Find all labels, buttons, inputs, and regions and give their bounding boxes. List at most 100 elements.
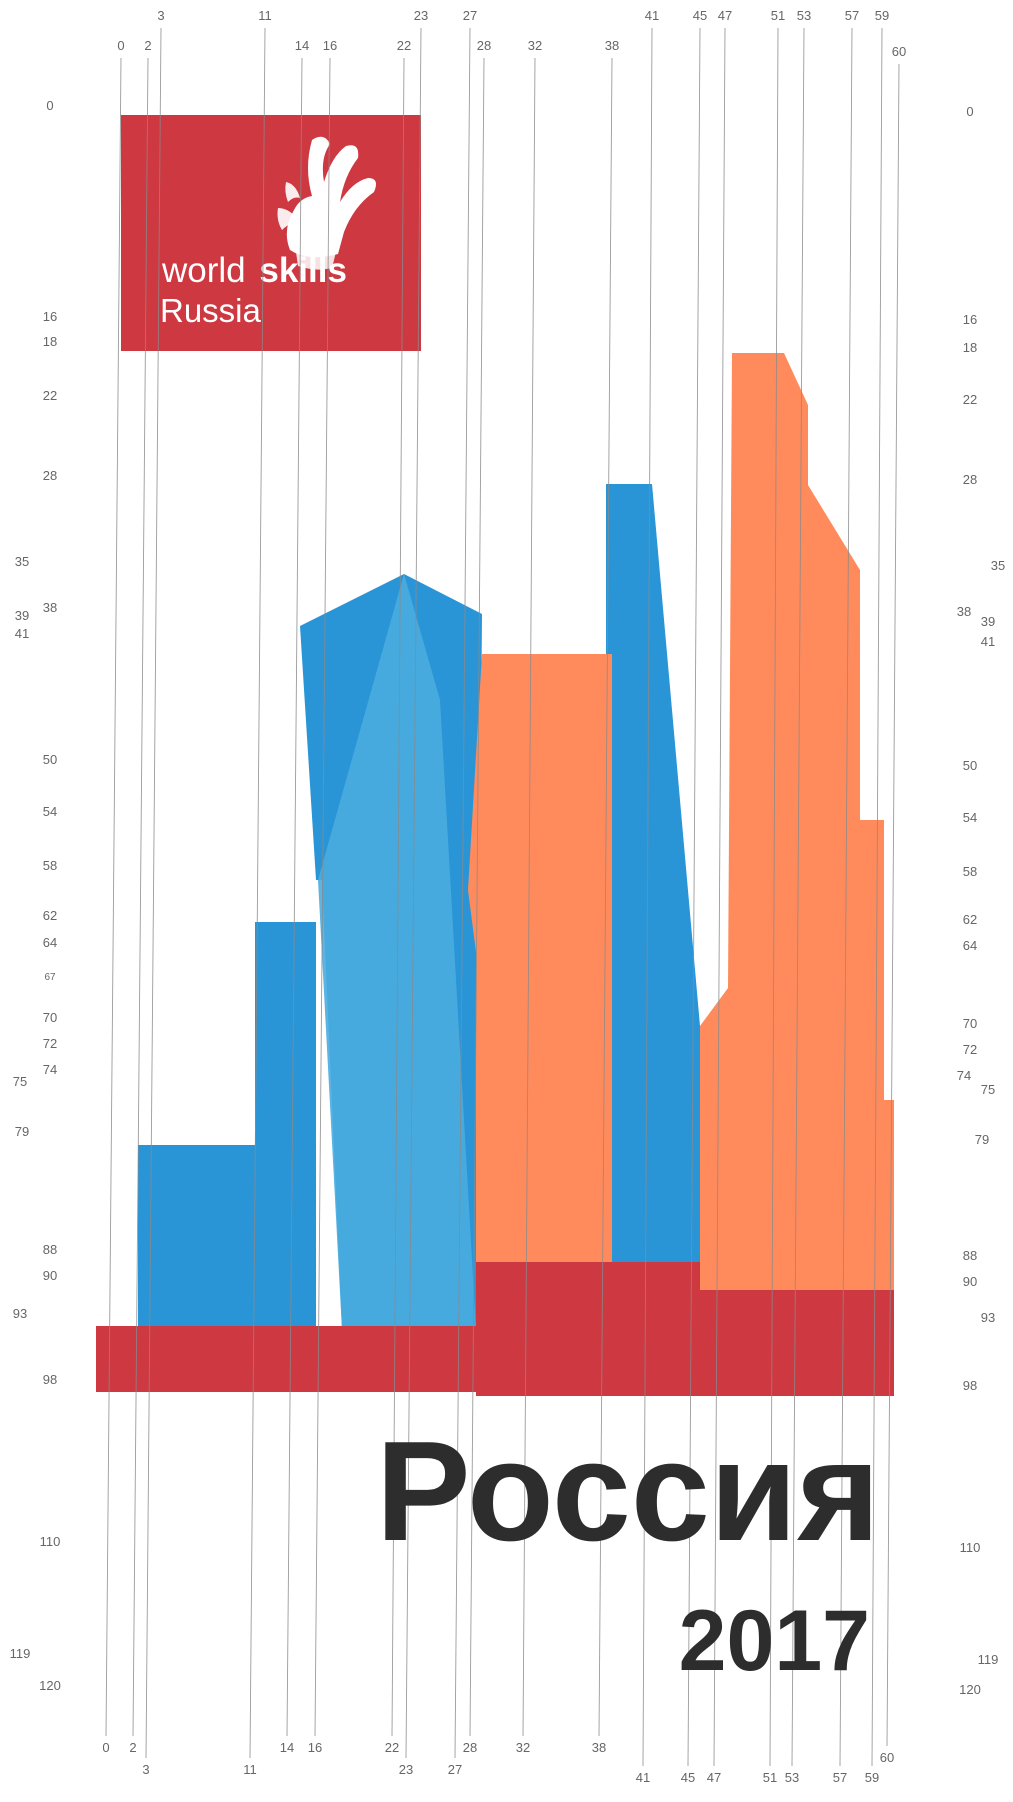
orange-tower-mid — [468, 654, 612, 1265]
left-grid-label: 16 — [43, 309, 57, 324]
guide-line — [713, 27, 726, 1767]
bottom-grid-label: 59 — [865, 1770, 879, 1785]
left-grid-label: 70 — [43, 1010, 57, 1025]
orange-slice-right — [860, 820, 894, 1290]
left-grid-label: 58 — [43, 858, 57, 873]
guide-line — [391, 57, 405, 1737]
bottom-grid-label: 57 — [833, 1770, 847, 1785]
title-year: 2017 — [679, 1593, 870, 1689]
right-grid-label: 16 — [963, 312, 977, 327]
bottom-grid-label: 0 — [102, 1740, 109, 1755]
right-grid-label: 98 — [963, 1378, 977, 1393]
bottom-grid-label: 2 — [129, 1740, 136, 1755]
bottom-grid-label: 51 — [763, 1770, 777, 1785]
top-grid-label: 57 — [845, 8, 859, 23]
worldskills-logo: world skills Russia — [121, 115, 421, 351]
right-grid-label: 70 — [963, 1016, 977, 1031]
guide-line — [145, 27, 162, 1759]
red-base-left — [96, 1326, 476, 1392]
right-grid-label: 38 — [957, 604, 971, 619]
bottom-grid-label: 28 — [463, 1740, 477, 1755]
left-grid-label: 88 — [43, 1242, 57, 1257]
right-grid-label: 119 — [978, 1652, 999, 1667]
right-grid-label: 110 — [960, 1540, 981, 1555]
guide-line — [405, 27, 422, 1759]
right-grid-label: 58 — [963, 864, 977, 879]
blue-tower-facet — [318, 574, 476, 1330]
right-grid-label: 74 — [957, 1068, 971, 1083]
left-grid-label: 120 — [39, 1678, 61, 1693]
bottom-grid-label: 53 — [785, 1770, 799, 1785]
right-grid-label: 18 — [963, 340, 977, 355]
right-grid-label: 28 — [963, 472, 977, 487]
guide-line — [469, 57, 485, 1737]
top-grid-label: 41 — [645, 8, 659, 23]
top-grid-label: 14 — [295, 38, 309, 53]
guide-line — [769, 27, 779, 1767]
guide-line — [132, 57, 149, 1737]
guide-line — [249, 27, 266, 1759]
left-grid-label: 93 — [13, 1306, 27, 1321]
bottom-grid-label: 41 — [636, 1770, 650, 1785]
left-grid-label: 90 — [43, 1268, 57, 1283]
right-grid-label: 79 — [975, 1132, 989, 1147]
guide-line — [454, 27, 471, 1759]
bottom-grid-label: 32 — [516, 1740, 530, 1755]
worldskills-hand-icon — [277, 136, 376, 270]
top-grid-label: 27 — [463, 8, 477, 23]
left-grid-label: 64 — [43, 935, 57, 950]
right-grid-label: 72 — [963, 1042, 977, 1057]
top-grid-label: 28 — [477, 38, 491, 53]
guide-line — [839, 27, 853, 1767]
logo-word-russia: Russia — [160, 292, 262, 329]
bottom-grid-label: 45 — [681, 1770, 695, 1785]
top-grid-label: 53 — [797, 8, 811, 23]
top-grid-label: 32 — [528, 38, 542, 53]
left-grid-label: 35 — [15, 554, 29, 569]
blue-block-left — [138, 1145, 255, 1330]
top-grid-label: 59 — [875, 8, 889, 23]
guide-line — [286, 57, 303, 1737]
guide-line — [642, 27, 653, 1767]
left-grid-label: 119 — [10, 1646, 31, 1661]
left-grid-label: 18 — [43, 334, 57, 349]
top-grid-label: 0 — [117, 38, 124, 53]
left-grid-label: 75 — [13, 1074, 27, 1089]
top-grid-label: 47 — [718, 8, 732, 23]
guide-line — [105, 57, 122, 1737]
red-base-mid — [476, 1262, 700, 1396]
bottom-grid-label: 22 — [385, 1740, 399, 1755]
guide-line — [598, 57, 613, 1737]
right-grid-label: 88 — [963, 1248, 977, 1263]
title-russia: Россия — [376, 1412, 880, 1571]
bottom-grid-label: 60 — [880, 1750, 894, 1765]
bottom-grid-label: 11 — [243, 1762, 257, 1777]
top-grid-label: 51 — [771, 8, 785, 23]
bottom-grid-label: 3 — [142, 1762, 149, 1777]
top-grid-label: 45 — [693, 8, 707, 23]
guide-line — [791, 27, 805, 1767]
logo-word-skills: skills — [259, 251, 347, 290]
guide-line — [314, 57, 331, 1737]
skyline-shapes — [96, 353, 894, 1396]
top-grid-label: 3 — [157, 8, 164, 23]
guide-line — [687, 27, 701, 1767]
right-grid-label: 39 — [981, 614, 995, 629]
right-grid-label: 64 — [963, 938, 977, 953]
right-grid-label: 75 — [981, 1082, 995, 1097]
top-grid-label: 16 — [323, 38, 337, 53]
right-grid-label: 22 — [963, 392, 977, 407]
orange-tower-right — [700, 353, 860, 1290]
top-grid-label: 23 — [414, 8, 428, 23]
bottom-grid-label: 47 — [707, 1770, 721, 1785]
right-grid-labels: 0 16 18 22 28 35 38 39 41 50 54 58 62 64 70 72 74 75 79 88 9… — [957, 104, 1005, 1697]
right-grid-label: 120 — [959, 1682, 981, 1697]
bottom-grid-label: 16 — [308, 1740, 322, 1755]
left-grid-label: 72 — [43, 1036, 57, 1051]
guide-line — [522, 57, 536, 1737]
left-grid-label: 41 — [15, 626, 29, 641]
bottom-grid-label: 27 — [448, 1762, 462, 1777]
